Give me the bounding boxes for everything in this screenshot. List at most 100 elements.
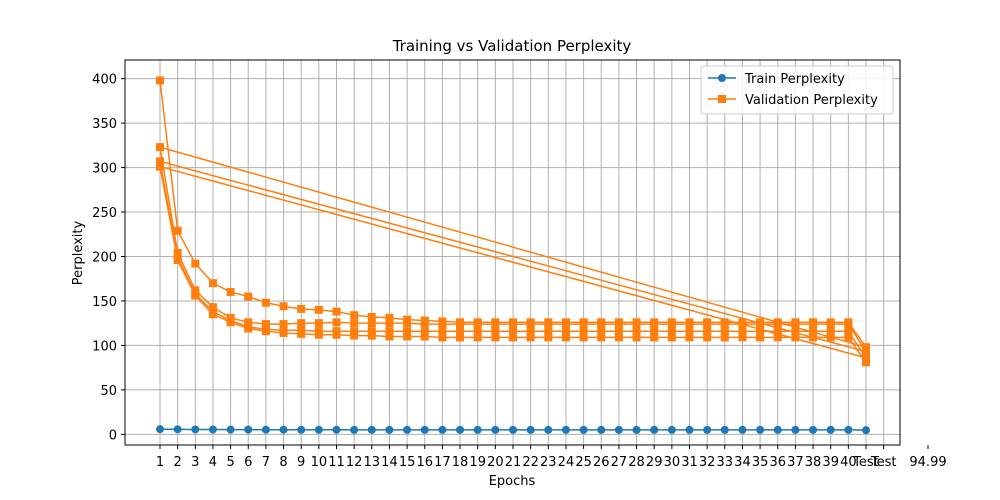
validation-point: [667, 327, 676, 336]
train-point: [385, 425, 394, 434]
validation-point: [297, 329, 306, 338]
validation-point: [862, 358, 870, 367]
train-point: [544, 425, 553, 434]
validation-point: [208, 310, 217, 319]
validation-point: [173, 248, 182, 257]
validation-point: [314, 330, 323, 339]
x-tick-label: 3: [191, 455, 199, 470]
validation-point: [350, 331, 359, 340]
validation-point: [791, 320, 800, 329]
validation-point: [403, 319, 412, 328]
validation-point: [420, 320, 429, 329]
y-tick-label: 50: [100, 384, 117, 399]
validation-point: [826, 333, 835, 342]
x-tick-label: 14: [381, 455, 398, 470]
x-tick-label: 4: [209, 455, 217, 470]
x-tick-label: 11: [328, 455, 345, 470]
train-point: [350, 425, 359, 434]
x-tick-label: Test: [852, 455, 879, 470]
validation-point: [632, 333, 641, 342]
validation-point: [491, 320, 500, 329]
validation-point: [367, 319, 376, 328]
validation-point: [526, 333, 535, 342]
y-tick-label: 350: [92, 117, 117, 132]
train-point: [614, 425, 623, 434]
x-tick-label: 7: [262, 455, 270, 470]
train-point: [279, 425, 288, 434]
validation-point: [438, 320, 447, 329]
legend-validation-label: Validation Perplexity: [745, 93, 878, 108]
validation-point: [261, 298, 270, 307]
train-point: [809, 425, 818, 434]
validation-point: [438, 333, 447, 342]
train-point: [791, 425, 800, 434]
validation-point: [156, 162, 164, 171]
train-point: [332, 425, 341, 434]
validation-point: [156, 143, 164, 152]
train-point: [438, 425, 447, 434]
validation-point: [632, 327, 641, 336]
validation-point: [261, 320, 270, 329]
validation-point: [403, 332, 412, 341]
x-tick-label: 16: [416, 455, 433, 470]
validation-point: [367, 312, 376, 321]
validation-point: [367, 327, 376, 336]
train-point: [720, 425, 729, 434]
validation-point: [420, 332, 429, 341]
grid: [125, 60, 900, 445]
x-tick-label: 39: [822, 455, 839, 470]
y-tick-label: 400: [92, 73, 117, 88]
validation-point: [597, 327, 606, 336]
validation-point: [173, 256, 182, 265]
x-tick-label: 8: [279, 455, 287, 470]
validation-point: [826, 327, 835, 336]
x-axis-label: Epochs: [489, 474, 536, 489]
train-point: [156, 425, 164, 434]
validation-point: [473, 333, 482, 342]
train-point: [509, 425, 517, 434]
train-point: [561, 425, 570, 434]
x-tick-label: 27: [611, 455, 628, 470]
validation-point: [544, 320, 553, 329]
train-point: [191, 425, 200, 434]
validation-point: [862, 343, 870, 352]
validation-point: [667, 320, 676, 329]
train-point: [667, 425, 676, 434]
x-axis-ticks: 1 2 3 4 5 6 7 8 9 10 11 12 13 14 15 16 17 18 19 20 21 22 23 24 2…: [156, 445, 947, 470]
x-tick-label: 34: [734, 455, 751, 470]
validation-point: [173, 226, 182, 235]
train-point: [597, 425, 606, 434]
validation-point: [738, 327, 747, 336]
validation-point: [579, 320, 588, 329]
train-point: [862, 426, 870, 435]
series-markers: [156, 76, 870, 435]
validation-point: [703, 333, 712, 342]
chart-title: Training vs Validation Perplexity: [392, 37, 632, 55]
train-point: [579, 425, 588, 434]
validation-point: [279, 328, 288, 337]
validation-point: [526, 320, 535, 329]
validation-point: [385, 332, 394, 341]
validation-point: [756, 327, 765, 336]
validation-point: [720, 320, 729, 329]
train-point: [297, 425, 306, 434]
validation-point: [314, 319, 323, 328]
train-point: [526, 425, 535, 434]
legend-train-label: Train Perplexity: [744, 72, 845, 87]
validation-point: [509, 333, 517, 342]
validation-point: [844, 333, 853, 342]
validation-point: [191, 259, 200, 268]
x-tick-label: 6: [244, 455, 252, 470]
train-point: [703, 425, 712, 434]
x-tick-label: 28: [628, 455, 645, 470]
validation-point: [650, 327, 659, 336]
validation-connector: [159, 146, 867, 348]
validation-point: [738, 320, 747, 329]
x-tick-label: 12: [346, 455, 363, 470]
x-tick-label: 24: [558, 455, 575, 470]
validation-point: [526, 327, 535, 336]
y-tick-label: 250: [92, 206, 117, 221]
validation-point: [509, 320, 517, 329]
x-tick-label: 31: [681, 455, 698, 470]
validation-point: [597, 320, 606, 329]
